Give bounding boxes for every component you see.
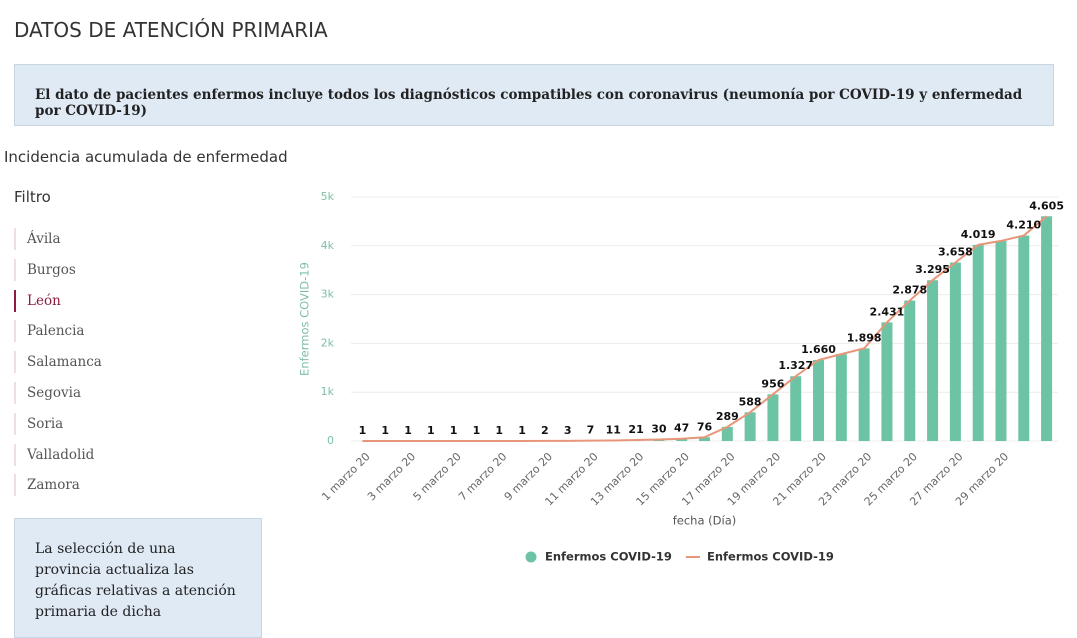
bar — [836, 354, 847, 441]
data-label: 47 — [674, 422, 689, 435]
data-label: 30 — [651, 423, 667, 436]
bar — [904, 301, 915, 441]
data-label: 1 — [404, 424, 412, 437]
bar — [790, 376, 801, 441]
data-label: 1 — [518, 424, 526, 437]
bar — [1041, 216, 1052, 441]
data-label: 4.019 — [961, 228, 996, 241]
chart: 0 1k 2k 3k 4k 5k Enfermos COVID-19 fecha (Día) 1… — [0, 0, 1077, 603]
data-label: 3.295 — [915, 263, 950, 276]
data-label: 2.431 — [870, 305, 905, 318]
data-label: 21 — [628, 423, 643, 436]
legend-swatch — [526, 552, 537, 563]
x-tick-label: 7 marzo 20 — [456, 450, 509, 503]
data-label: 3 — [564, 424, 572, 437]
bar — [995, 241, 1006, 441]
bar — [927, 280, 938, 441]
data-label: 1 — [359, 424, 367, 437]
data-label: 956 — [761, 377, 784, 390]
bar — [881, 322, 892, 441]
data-label: 1 — [495, 424, 503, 437]
bar — [1018, 236, 1029, 441]
data-label: 2.878 — [892, 284, 927, 297]
x-tick-label: 3 marzo 20 — [365, 450, 418, 503]
bar — [859, 348, 870, 441]
y-tick-label: 4k — [321, 239, 335, 252]
y-tick-label: 1k — [321, 385, 335, 398]
x-tick-label: 1 marzo 20 — [319, 450, 372, 503]
x-axis-title: fecha (Día) — [673, 514, 737, 528]
data-label: 1 — [427, 424, 435, 437]
data-label: 1.660 — [801, 343, 836, 356]
data-label: 1.898 — [847, 331, 882, 344]
data-label: 7 — [587, 424, 595, 437]
y-tick-label: 3k — [321, 288, 335, 301]
page: DATOS DE ATENCIÓN PRIMARIA El dato de pa… — [0, 0, 1077, 603]
data-label: 1 — [450, 424, 458, 437]
data-label: 3.658 — [938, 245, 973, 258]
bar — [950, 262, 961, 441]
data-label: 588 — [739, 395, 762, 408]
legend-label: Enfermos COVID-19 — [545, 550, 672, 564]
x-tick-label: 5 marzo 20 — [410, 450, 463, 503]
data-label: 11 — [606, 423, 621, 436]
data-label: 4.605 — [1029, 199, 1064, 212]
y-axis-title: Enfermos COVID-19 — [298, 262, 312, 376]
data-label: 1 — [381, 424, 389, 437]
bar — [767, 394, 778, 441]
data-label: 1.327 — [778, 359, 813, 372]
y-tick-label: 0 — [327, 434, 334, 447]
legend-label: Enfermos COVID-19 — [707, 550, 834, 564]
bar — [973, 245, 984, 441]
y-tick-label: 5k — [321, 190, 335, 203]
data-label: 2 — [541, 424, 549, 437]
bar — [813, 360, 824, 441]
data-label: 76 — [697, 420, 713, 433]
data-label: 4.210 — [1006, 219, 1041, 232]
bar — [745, 412, 756, 441]
data-label: 1 — [473, 424, 481, 437]
data-label: 289 — [716, 410, 739, 423]
y-tick-label: 2k — [321, 336, 335, 349]
